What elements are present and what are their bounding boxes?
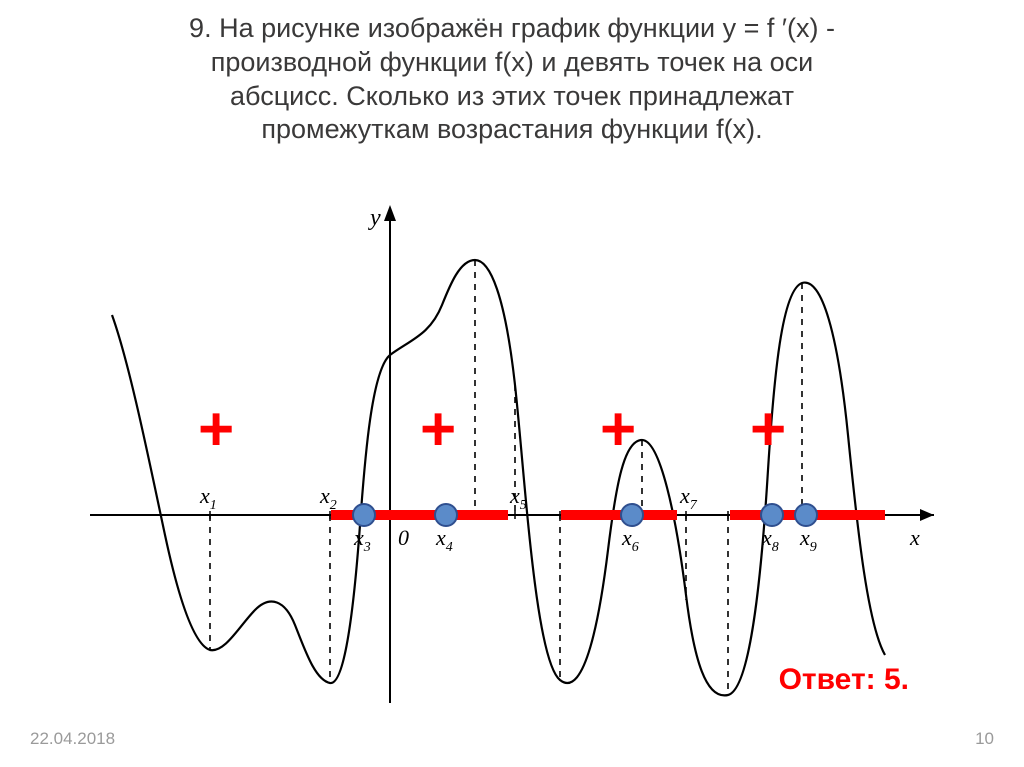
title-line-4: промежуткам возрастания функции f(x). bbox=[261, 114, 762, 144]
plus-sign: + bbox=[600, 395, 636, 464]
title-line-1: 9. На рисунке изображён график функции y… bbox=[189, 13, 835, 43]
derivative-chart: ++++y0xx1x2x3x4x5x6x7x8x9 bbox=[90, 205, 934, 705]
chart-svg: ++++y0xx1x2x3x4x5x6x7x8x9 bbox=[90, 205, 934, 705]
derivative-curve bbox=[112, 260, 885, 695]
y-axis-arrow bbox=[384, 205, 396, 221]
x-tick-label: x6 bbox=[621, 525, 639, 555]
marked-point bbox=[795, 504, 817, 526]
x-tick-label: x9 bbox=[799, 525, 817, 555]
footer-page-number: 10 bbox=[975, 729, 994, 749]
x-tick-label: x2 bbox=[319, 483, 337, 513]
x-tick-label: x1 bbox=[199, 483, 217, 513]
plus-sign: + bbox=[420, 395, 456, 464]
title-line-3: абсцисс. Сколько из этих точек принадлеж… bbox=[230, 81, 794, 111]
marked-point bbox=[435, 504, 457, 526]
footer-date: 22.04.2018 bbox=[30, 729, 115, 749]
x-tick-label: x7 bbox=[679, 483, 698, 513]
x-tick-label: x3 bbox=[353, 525, 371, 555]
x-tick-label: x4 bbox=[435, 525, 453, 555]
origin-label: 0 bbox=[398, 525, 409, 550]
marked-point bbox=[761, 504, 783, 526]
problem-title: 9. На рисунке изображён график функции y… bbox=[0, 12, 1024, 147]
marked-point bbox=[621, 504, 643, 526]
marked-point bbox=[353, 504, 375, 526]
title-line-2: производной функции f(x) и девять точек … bbox=[211, 47, 813, 77]
plus-sign: + bbox=[198, 395, 234, 464]
y-axis-label: y bbox=[368, 205, 381, 231]
x-tick-label: x8 bbox=[761, 525, 779, 555]
plus-sign: + bbox=[750, 395, 786, 464]
answer-text: Ответ: 5. bbox=[779, 663, 909, 697]
x-axis-label: x bbox=[909, 525, 920, 550]
x-axis-arrow bbox=[920, 509, 934, 521]
slide-page: 9. На рисунке изображён график функции y… bbox=[0, 0, 1024, 767]
